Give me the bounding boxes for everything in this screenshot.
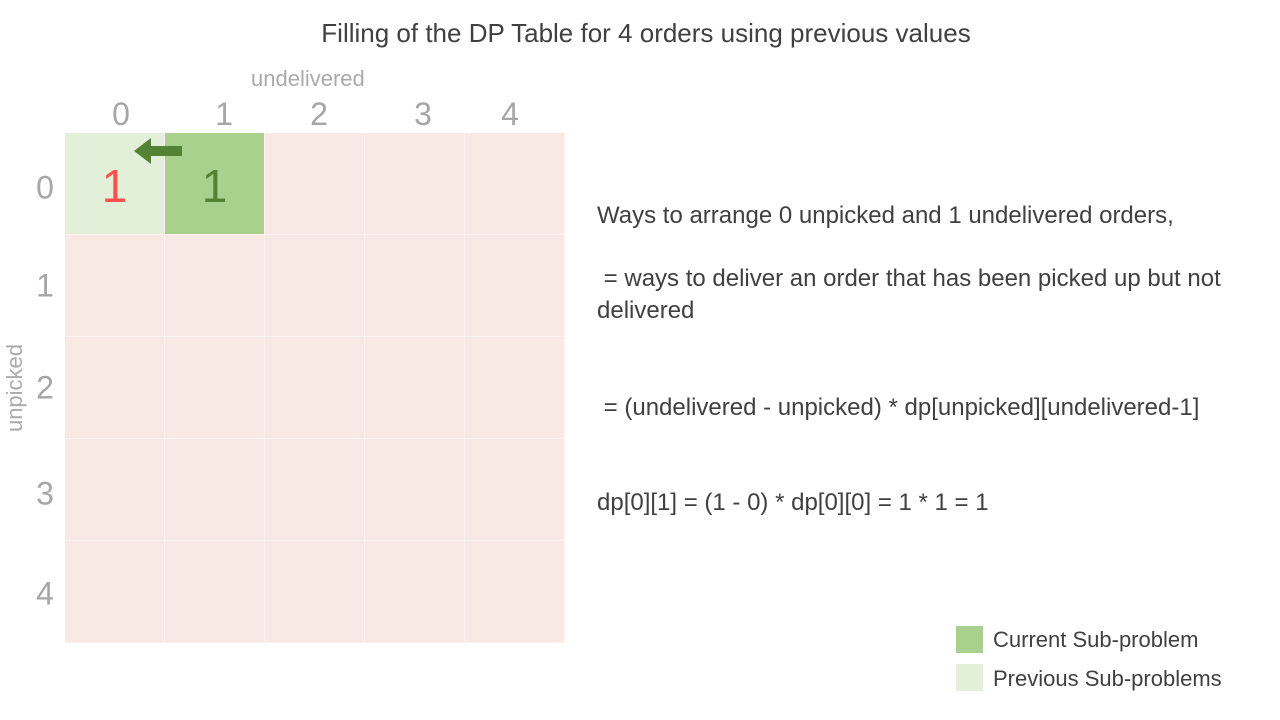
y-axis-title: unpicked xyxy=(2,343,27,433)
dp-cell-r4-c2 xyxy=(265,541,365,643)
dp-cell-r1-c1 xyxy=(165,235,265,337)
dp-cell-r1-c4 xyxy=(465,235,565,337)
dp-cell-value-previous: 1 xyxy=(101,159,128,212)
dp-cell-r0-c1: 1 xyxy=(165,133,265,235)
legend-swatch-previous xyxy=(956,664,983,691)
col-label-2: 2 xyxy=(310,96,328,132)
dp-cell-r2-c1 xyxy=(165,337,265,439)
col-label-4: 4 xyxy=(501,96,519,132)
dp-cell-r2-c0 xyxy=(65,337,165,439)
dp-grid: 1 1 xyxy=(65,133,565,643)
dp-cell-r1-c3 xyxy=(365,235,465,337)
dp-cell-r3-c4 xyxy=(465,439,565,541)
slide-title: Filling of the DP Table for 4 orders usi… xyxy=(321,18,971,48)
dp-cell-r2-c2 xyxy=(265,337,365,439)
dp-cell-r0-c2 xyxy=(265,133,365,235)
dp-cell-r1-c2 xyxy=(265,235,365,337)
dp-cell-r0-c3 xyxy=(365,133,465,235)
col-label-3: 3 xyxy=(414,96,432,132)
dp-cell-r2-c4 xyxy=(465,337,565,439)
dp-cell-r0-c4 xyxy=(465,133,565,235)
row-label-1: 1 xyxy=(36,267,54,304)
dp-cell-r4-c3 xyxy=(365,541,465,643)
dp-cell-value-current: 1 xyxy=(201,159,228,212)
explanation-line-2: = ways to deliver an order that has been… xyxy=(597,265,1228,324)
legend-swatch-current xyxy=(956,626,983,653)
row-label-3: 3 xyxy=(36,475,54,512)
col-label-0: 0 xyxy=(112,96,130,132)
legend-label-current: Current Sub-problem xyxy=(993,627,1199,652)
dp-cell-r3-c1 xyxy=(165,439,265,541)
dp-cell-r3-c2 xyxy=(265,439,365,541)
arrow-left-icon xyxy=(134,138,182,164)
dp-cell-r1-c0 xyxy=(65,235,165,337)
dp-cell-r3-c0 xyxy=(65,439,165,541)
col-label-1: 1 xyxy=(215,96,233,132)
explanation-line-3: = (undelivered - unpicked) * dp[unpicked… xyxy=(597,394,1200,421)
explanation-line-1: Ways to arrange 0 unpicked and 1 undeliv… xyxy=(597,202,1174,229)
dp-cell-r4-c1 xyxy=(165,541,265,643)
dp-cell-r2-c3 xyxy=(365,337,465,439)
row-label-2: 2 xyxy=(36,369,54,406)
dp-cell-r3-c3 xyxy=(365,439,465,541)
row-label-0: 0 xyxy=(36,169,54,206)
x-axis-title: undelivered xyxy=(251,66,365,91)
row-label-4: 4 xyxy=(36,575,54,612)
explanation-line-4: dp[0][1] = (1 - 0) * dp[0][0] = 1 * 1 = … xyxy=(597,489,989,516)
dp-cell-r4-c4 xyxy=(465,541,565,643)
legend-label-previous: Previous Sub-problems xyxy=(993,666,1222,691)
dp-cell-r4-c0 xyxy=(65,541,165,643)
